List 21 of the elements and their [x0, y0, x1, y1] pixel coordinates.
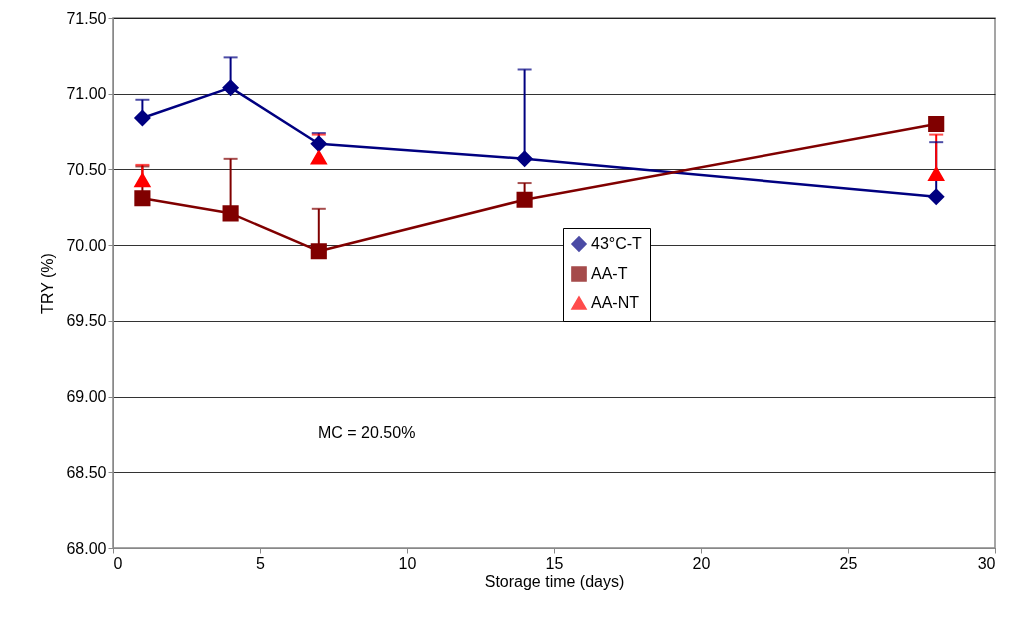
- x-tick-label: 20: [692, 554, 711, 572]
- x-tick-label: 10: [398, 554, 417, 572]
- y-tick-label: 69.00: [66, 388, 107, 406]
- x-tick-label: 0: [113, 554, 123, 572]
- legend-label: 43°C-T: [591, 235, 643, 252]
- y-tick-label: 69.50: [66, 312, 107, 330]
- legend-label: AA-NT: [591, 294, 640, 311]
- legend-label: AA-T: [591, 265, 628, 282]
- x-tick-label: 30: [977, 554, 996, 572]
- y-tick-label: 70.50: [66, 160, 107, 178]
- y-tick-label: 71.00: [66, 85, 107, 103]
- y-tick-label: 70.00: [66, 236, 107, 254]
- x-tick-label: 15: [545, 554, 564, 572]
- x-tick-label: 5: [256, 554, 266, 572]
- y-tick-label: 68.00: [66, 539, 107, 557]
- y-axis-title: TRY (%): [39, 253, 57, 314]
- x-axis-title: Storage time (days): [484, 572, 625, 590]
- annotation: MC = 20.50%: [318, 424, 416, 441]
- y-tick-label: 68.50: [66, 463, 107, 481]
- x-tick-label: 25: [839, 554, 858, 572]
- y-tick-label: 71.50: [66, 9, 107, 27]
